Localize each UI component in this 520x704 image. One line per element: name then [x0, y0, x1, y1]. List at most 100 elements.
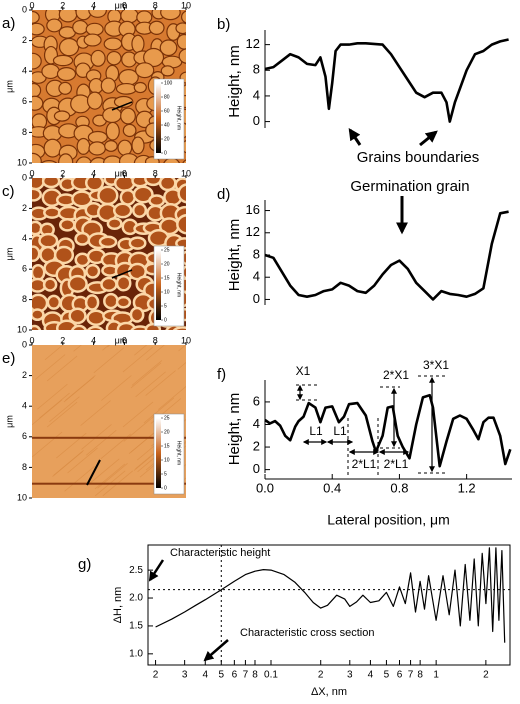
- x-tick-label: 8: [153, 168, 158, 178]
- grain: [175, 22, 186, 35]
- colorbar-tick-label: 5: [164, 471, 167, 477]
- y-axis-label: ΔH, nm: [112, 587, 124, 624]
- colorbar-tick-label: 20: [164, 261, 170, 267]
- grain: [177, 183, 186, 204]
- texture-streak: [46, 401, 78, 428]
- annotation: 2*L1: [384, 457, 409, 471]
- x-tick-label: 4: [202, 670, 208, 681]
- arrow: [419, 130, 438, 147]
- y-axis-label: μm: [4, 248, 14, 261]
- grain: [106, 217, 123, 230]
- grain: [53, 110, 71, 122]
- texture-streak: [122, 346, 154, 373]
- texture-streak: [101, 375, 132, 401]
- texture-streak: [135, 371, 166, 398]
- grain: [104, 140, 118, 152]
- texture-streak: [143, 397, 175, 424]
- annotation: 3*X1: [423, 358, 449, 372]
- x-tick-label: 0: [29, 168, 34, 178]
- grain: [100, 77, 117, 94]
- grain: [90, 49, 106, 67]
- x-axis-label: μm: [115, 168, 128, 178]
- y-tick-label: 6: [22, 264, 27, 274]
- colorbar-tick-label: 40: [164, 122, 170, 128]
- grain: [117, 139, 133, 156]
- texture-streak: [32, 431, 63, 458]
- y-tick-label: 0: [253, 291, 260, 306]
- texture-streak: [93, 347, 125, 374]
- annotation: L1: [309, 424, 323, 438]
- x-tick-label: 1: [433, 670, 439, 681]
- x-tick-label: 0.1: [264, 670, 278, 681]
- colorbar-label: Height, nm: [176, 441, 182, 465]
- colorbar-tick-label: 20: [164, 429, 170, 435]
- x-tick-label: 10: [181, 168, 191, 178]
- grain: [158, 178, 177, 192]
- y-tick-label: 6: [253, 393, 260, 408]
- y-axis-label: Height, nm: [226, 219, 243, 292]
- grain: [182, 159, 186, 163]
- grain: [129, 306, 145, 323]
- y-tick-label: 10: [17, 324, 27, 334]
- panel-label: e): [2, 350, 15, 367]
- texture-streak: [86, 429, 117, 456]
- colorbar-tick-label: 10: [164, 289, 170, 295]
- y-tick-label: 2: [22, 203, 27, 213]
- x-tick-label: 7: [408, 670, 414, 681]
- texture-streak: [131, 360, 163, 386]
- x-tick-label: 6: [397, 670, 403, 681]
- grain: [32, 220, 43, 236]
- grain: [181, 10, 186, 24]
- texture-streak: [122, 401, 154, 428]
- x-tick-label: 10: [181, 0, 191, 10]
- texture-streak: [49, 396, 80, 422]
- x-tick-label: 6: [122, 168, 127, 178]
- grain: [85, 263, 101, 279]
- texture-streak: [145, 370, 176, 396]
- grain: [143, 47, 165, 68]
- annotation: X1: [296, 364, 311, 378]
- x-tick-label: 5: [384, 670, 390, 681]
- annotation: Characteristic cross section: [240, 627, 375, 639]
- grain: [74, 231, 91, 246]
- grain: [119, 188, 136, 206]
- grain: [53, 245, 75, 265]
- y-tick-label: 12: [246, 224, 260, 239]
- x-tick-label: 7: [243, 670, 249, 681]
- y-axis-label: μm: [4, 80, 14, 93]
- grain: [130, 325, 150, 330]
- grain: [41, 178, 61, 189]
- x-tick-label: 0.0: [256, 480, 274, 495]
- annotation: Germination grain: [350, 178, 469, 195]
- colorbar-tick-label: 25: [164, 415, 170, 421]
- x-axis-label: ΔX, nm: [311, 686, 347, 698]
- x-tick-label: 2: [60, 335, 65, 345]
- y-tick-label: 0: [253, 461, 260, 476]
- grain: [115, 295, 132, 309]
- x-tick-label: 0.4: [323, 480, 341, 495]
- x-tick-label: 3: [182, 670, 188, 681]
- y-tick-label: 2.0: [129, 593, 143, 604]
- grain: [132, 185, 154, 204]
- x-tick-label: 6: [122, 335, 127, 345]
- y-tick-label: 10: [17, 157, 27, 167]
- texture-streak: [32, 399, 63, 426]
- grain: [181, 265, 186, 280]
- y-tick-label: 2.5: [129, 565, 143, 576]
- grain: [46, 294, 62, 310]
- grain: [148, 194, 166, 207]
- y-tick-label: 12: [246, 36, 260, 51]
- x-tick-label: 2: [60, 0, 65, 10]
- arrow: [348, 128, 362, 146]
- afm-texture: [32, 178, 186, 330]
- annotation: 2*X1: [383, 368, 409, 382]
- grain: [56, 67, 77, 82]
- grain: [32, 245, 41, 263]
- series-line: [264, 38, 509, 123]
- texture-streak: [130, 362, 162, 389]
- grain: [86, 91, 103, 110]
- y-tick-label: 4: [253, 416, 260, 431]
- grain: [88, 141, 106, 156]
- colorbar-label: Height, nm: [176, 106, 182, 130]
- series-line: [155, 547, 506, 643]
